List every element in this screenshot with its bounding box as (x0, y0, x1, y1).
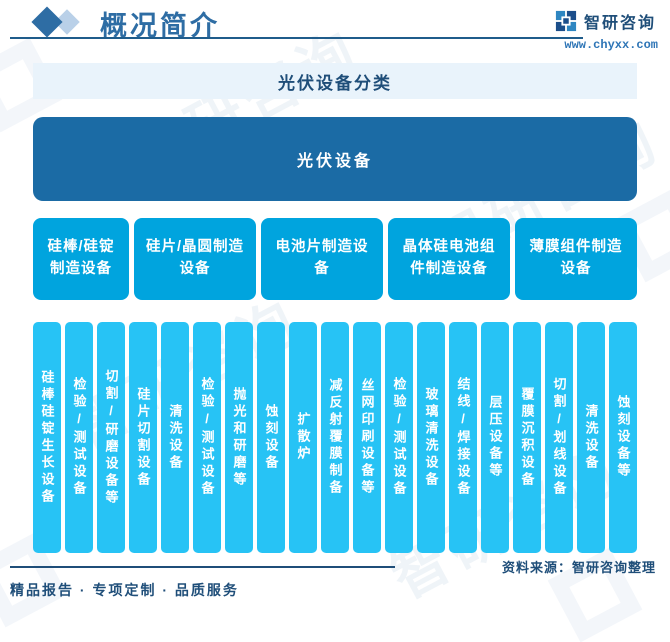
equipment-label: 检验/测试设备 (391, 377, 407, 498)
equipment-label: 蚀刻设备等 (615, 395, 631, 480)
equipment-item: 检验/测试设备 (385, 322, 413, 553)
category-label: 电池片制造设备 (275, 239, 369, 277)
website-url: www.chyxx.com (564, 38, 658, 52)
equipment-label: 切割/划线设备 (551, 377, 567, 498)
diamond-icon (31, 6, 63, 38)
chart-title-band: 光伏设备分类 (33, 63, 637, 99)
equipment-item: 检验/测试设备 (193, 322, 221, 553)
brand-block: 智研咨询 (555, 9, 656, 33)
footer-divider (10, 566, 395, 568)
equipment-item: 层压设备等 (481, 322, 509, 553)
equipment-label: 覆膜沉积设备 (519, 386, 535, 489)
equipment-label: 硅片切割设备 (135, 386, 151, 489)
equipment-column-row: 硅棒硅锭生长设备 检验/测试设备 切割/研磨设备等 硅片切割设备 清洗设备 检验… (33, 322, 637, 553)
equipment-item: 覆膜沉积设备 (513, 322, 541, 553)
brand-name: 智研咨询 (583, 15, 656, 32)
equipment-item: 检验/测试设备 (65, 322, 93, 553)
equipment-item: 减反射覆膜制备 (321, 322, 349, 553)
root-node: 光伏设备 (33, 117, 637, 201)
root-node-label: 光伏设备 (296, 153, 373, 170)
category-silicon-rod-ingot: 硅棒/硅锭制造设备 (33, 218, 129, 300)
equipment-label: 清洗设备 (167, 403, 183, 472)
chart-title: 光伏设备分类 (278, 73, 392, 93)
equipment-label: 抛光和研磨等 (231, 386, 247, 489)
brand-logo-icon (555, 10, 577, 32)
equipment-label: 结线/焊接设备 (455, 377, 471, 498)
data-source: 资料来源：智研咨询整理 (501, 560, 656, 575)
equipment-label: 层压设备等 (487, 395, 503, 480)
footer-tagline: 精品报告 · 专项定制 · 品质服务 (10, 582, 239, 598)
equipment-item: 抛光和研磨等 (225, 322, 253, 553)
category-label: 硅片/晶圆制造设备 (145, 239, 245, 277)
equipment-label: 减反射覆膜制备 (327, 378, 343, 497)
equipment-item: 清洗设备 (577, 322, 605, 553)
equipment-label: 检验/测试设备 (199, 377, 215, 498)
header-divider (10, 37, 583, 39)
equipment-label: 扩散炉 (295, 412, 311, 463)
equipment-item: 硅片切割设备 (129, 322, 157, 553)
category-label: 薄膜组件制造设备 (529, 239, 623, 277)
infographic-canvas: 智研咨询 智研咨询 智研咨询 智研咨询 概况简介 智研咨询 www.chyxx.… (0, 6, 670, 642)
equipment-label: 蚀刻设备 (263, 403, 279, 472)
equipment-item: 硅棒硅锭生长设备 (33, 322, 61, 553)
equipment-label: 玻璃清洗设备 (423, 386, 439, 489)
equipment-item: 扩散炉 (289, 322, 317, 553)
equipment-item: 切割/研磨设备等 (97, 322, 125, 553)
category-crystal-module: 晶体硅电池组件制造设备 (388, 218, 510, 300)
category-row: 硅棒/硅锭制造设备 硅片/晶圆制造设备 电池片制造设备 晶体硅电池组件制造设备 … (33, 218, 637, 300)
equipment-label: 检验/测试设备 (71, 377, 87, 498)
equipment-label: 清洗设备 (583, 403, 599, 472)
equipment-item: 结线/焊接设备 (449, 322, 477, 553)
category-label: 晶体硅电池组件制造设备 (402, 239, 496, 277)
equipment-item: 玻璃清洗设备 (417, 322, 445, 553)
equipment-label: 切割/研磨设备等 (103, 368, 119, 507)
equipment-label: 丝网印刷设备等 (359, 378, 375, 497)
equipment-item: 蚀刻设备等 (609, 322, 637, 553)
equipment-item: 丝网印刷设备等 (353, 322, 381, 553)
category-cell: 电池片制造设备 (261, 218, 383, 300)
equipment-label: 硅棒硅锭生长设备 (39, 369, 55, 506)
equipment-item: 切割/划线设备 (545, 322, 573, 553)
equipment-item: 蚀刻设备 (257, 322, 285, 553)
equipment-item: 清洗设备 (161, 322, 189, 553)
section-title: 概况简介 (100, 11, 220, 41)
category-wafer: 硅片/晶圆制造设备 (134, 218, 256, 300)
category-label: 硅棒/硅锭制造设备 (47, 239, 115, 277)
category-thin-film-module: 薄膜组件制造设备 (515, 218, 637, 300)
